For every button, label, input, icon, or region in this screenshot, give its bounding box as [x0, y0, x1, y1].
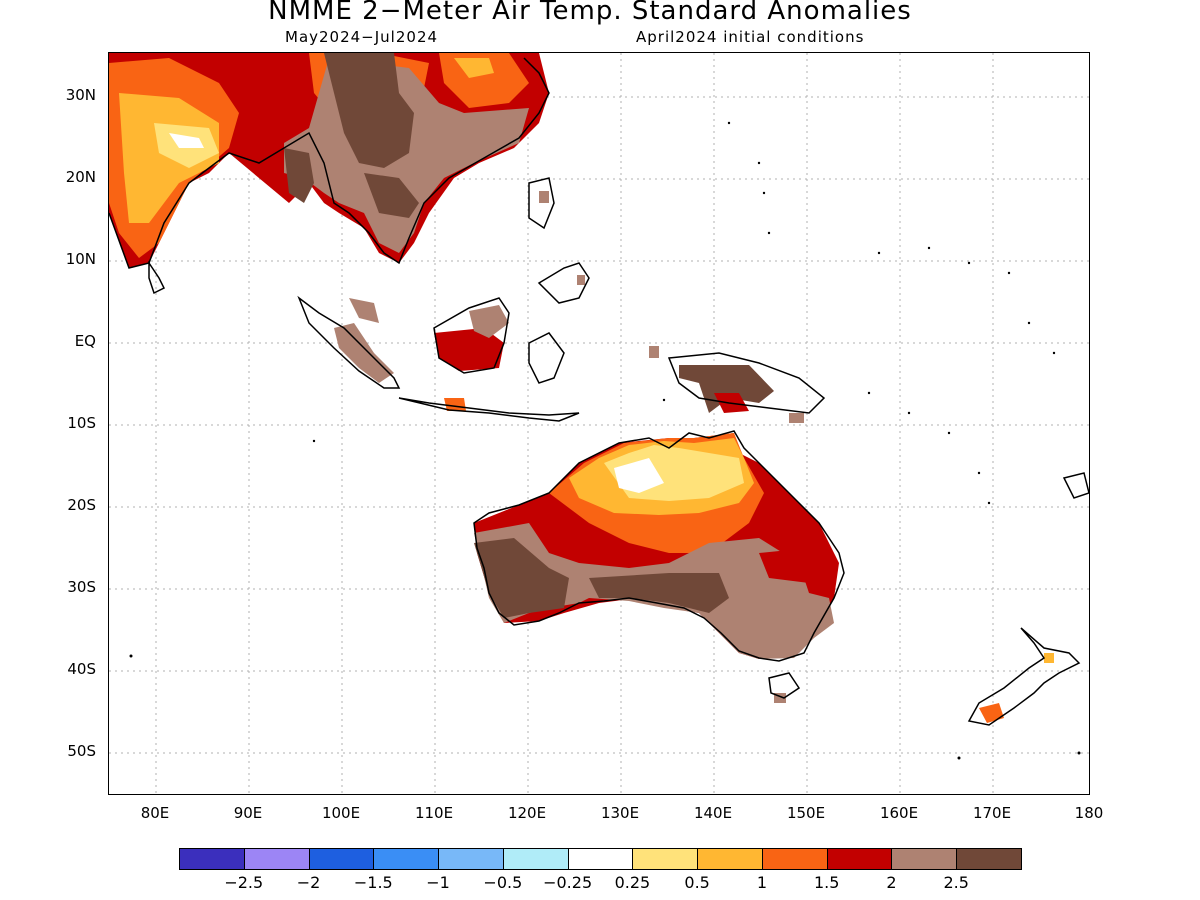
colorbar-tick-label: 0.5 — [684, 873, 710, 892]
colorbar-swatch — [567, 848, 634, 870]
colorbar-tick-label: 2.5 — [943, 873, 969, 892]
islands-anomaly — [334, 191, 804, 703]
colorbar-tick-label: −2.5 — [224, 873, 264, 892]
colorbar-swatch — [697, 848, 764, 870]
colorbar-tick-label: −0.25 — [543, 873, 593, 892]
colorbar-tick-label: 0.25 — [614, 873, 651, 892]
lat-label-20n: 20N — [65, 168, 96, 186]
lon-label-170e: 170E — [972, 804, 1012, 822]
colorbar-swatch — [502, 848, 570, 870]
island-dots — [129, 121, 1081, 760]
lon-label-130e: 130E — [600, 804, 640, 822]
valid-period: May2024−Jul2024 — [285, 28, 439, 46]
lon-label-140e: 140E — [693, 804, 733, 822]
colorbar-swatch — [243, 848, 311, 870]
lon-label-90e: 90E — [233, 804, 263, 822]
colorbar-swatch — [373, 848, 440, 870]
colorbar — [179, 848, 1023, 870]
lon-label-120e: 120E — [507, 804, 547, 822]
lon-label-150e: 150E — [786, 804, 826, 822]
colorbar-tick-label: −0.5 — [483, 873, 523, 892]
colorbar-swatch — [438, 848, 505, 870]
colorbar-swatch — [956, 848, 1023, 870]
map-svg — [109, 53, 1089, 794]
colorbar-swatch — [826, 848, 893, 870]
colorbar-tick-label: −1 — [426, 873, 450, 892]
colorbar-swatch — [632, 848, 699, 870]
lat-label-10n: 10N — [65, 250, 96, 268]
lon-label-110e: 110E — [414, 804, 454, 822]
lon-label-180: 180 — [1074, 804, 1104, 822]
initial-conditions: April2024 initial conditions — [636, 28, 865, 46]
colorbar-tick-label: −1.5 — [353, 873, 393, 892]
asia-anomaly — [109, 53, 549, 268]
coastlines — [109, 57, 1089, 726]
lat-label-50s: 50S — [67, 742, 96, 760]
colorbar-swatch — [179, 848, 246, 870]
lat-label-30s: 30S — [67, 578, 96, 596]
nz-anomaly — [979, 653, 1054, 723]
australia-anomaly — [474, 433, 839, 659]
colorbar-tick-label: 1.5 — [813, 873, 840, 892]
colorbar-swatch — [308, 848, 375, 870]
colorbar-swatch — [891, 848, 958, 870]
lon-label-100e: 100E — [321, 804, 361, 822]
lat-label-20s: 20S — [67, 496, 96, 514]
colorbar-tick-label: −2 — [296, 873, 321, 892]
colorbar-tick-label: 1 — [756, 873, 768, 892]
lon-label-160e: 160E — [879, 804, 919, 822]
lat-label-40s: 40S — [67, 660, 96, 678]
colorbar-swatch — [761, 848, 829, 870]
lat-label-10s: 10S — [67, 414, 96, 432]
lat-label-eq: EQ — [74, 332, 96, 350]
lon-label-80e: 80E — [140, 804, 170, 822]
anomaly-map — [108, 52, 1090, 795]
grid-lines — [109, 53, 1089, 794]
lat-label-30n: 30N — [65, 86, 96, 104]
chart-title: NMME 2−Meter Air Temp. Standard Anomalie… — [268, 0, 912, 26]
colorbar-tick-label: 2 — [886, 873, 897, 892]
